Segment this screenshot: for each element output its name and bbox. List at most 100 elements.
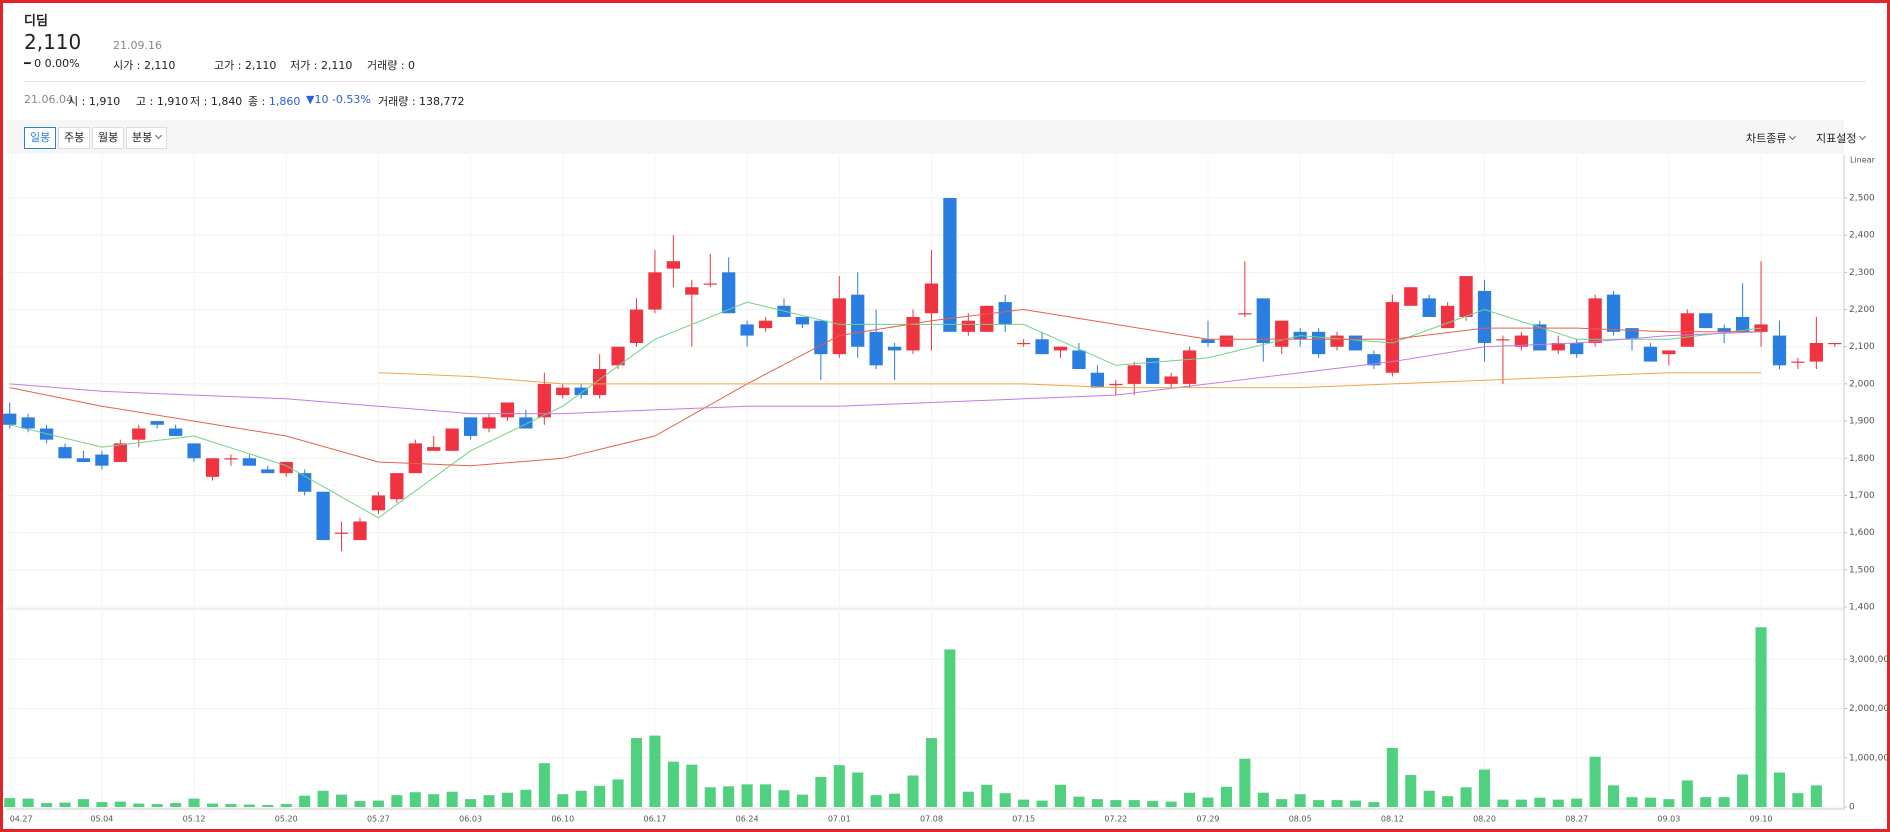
candle-body [168,428,183,436]
volume-bar [1737,774,1749,807]
volume-bar [501,792,513,807]
candle-body [1441,305,1455,329]
volume-bar [723,786,735,807]
candle-body [998,302,1012,325]
candle-body [1201,339,1215,343]
volume-bar [833,765,845,807]
volume-bar [1054,784,1067,807]
x-tick-label: 09.03 [1657,815,1680,824]
period-month[interactable]: 월봉 [92,127,125,149]
candle-body [1164,376,1178,384]
volume-bar [299,795,311,807]
x-tick-label: 07.15 [1012,815,1035,824]
period-week[interactable]: 주봉 [58,127,91,149]
candle-body [758,320,773,329]
period-minute[interactable]: 분봉 [126,127,168,149]
volume-bar [1257,792,1269,807]
volume-bar [41,803,53,807]
y-tick-label: 2,500 [1849,193,1875,203]
candle-body [1459,276,1473,317]
x-tick-label: 08.12 [1381,815,1404,824]
volume-tick-label: 2,000,000 [1849,704,1890,714]
y-tick-label: 1,900 [1849,417,1875,427]
volume-bar [1423,790,1435,807]
candle-body [1791,361,1805,363]
volume-bar [962,791,974,807]
y-tick-label: 2,100 [1849,342,1875,352]
candle-body [924,283,939,314]
x-tick-label: 07.29 [1197,815,1220,824]
candle-body [980,305,994,332]
volume-bar [243,804,255,807]
candle-body [1680,313,1694,347]
candle-body [353,521,367,541]
candle-body [427,447,441,451]
candle-body [1551,342,1565,351]
chart-type[interactable]: 차트종류 [1746,130,1795,146]
info-low: 저 : 1,840 [190,95,243,108]
volume-bar [446,791,458,807]
volume-bar [907,775,919,807]
volume-bar [59,802,71,807]
candle-body [1735,316,1750,332]
volume-bar [1313,800,1325,807]
candle-body [814,320,828,355]
volume-bar [870,795,882,807]
x-tick-label: 08.20 [1473,815,1496,824]
candle-body [906,316,920,351]
volume-bar [1386,747,1398,807]
volume-bar [428,794,440,807]
candle-body [187,443,201,459]
y-tick-label: 2,400 [1849,231,1875,241]
volume-bar [741,784,753,807]
volume-bar [686,764,698,807]
volume-bar [520,789,532,807]
x-tick-label: 06.10 [551,815,574,824]
period-day[interactable]: 일봉 [24,127,57,149]
candle-body [1109,383,1123,386]
volume-bar [317,790,329,807]
candle-body [574,387,588,396]
volume-bar [649,735,661,807]
volume-bar [336,794,348,807]
candle-body [1717,328,1731,332]
candle-body [1275,320,1289,347]
volume-bar [1128,800,1140,807]
volume-bar [1515,799,1527,807]
volume-tick-label: 3,000,000 [1849,655,1890,665]
candle-body [279,461,293,474]
volume-bar [1663,799,1675,807]
high: 고가 : 2,110 [214,59,277,72]
volume-bar [1626,797,1638,807]
candle-body [887,346,902,351]
candle-body [95,454,109,466]
candle-body [1422,298,1436,317]
candle-body [76,458,91,462]
candle-body [1643,346,1658,362]
info-close: 종 : 1,860 [248,93,300,109]
candle-body [224,458,238,460]
candle-body [1238,313,1252,315]
volume: 거래량 : 0 [367,59,416,72]
volume-bar [188,798,200,807]
volume-bar [1110,800,1122,807]
volume-bar [1239,758,1251,807]
volume-bar [1018,799,1030,807]
candle-body [1017,342,1031,345]
info-change: ▼10 -0.53% [306,93,371,106]
candle-body [1367,354,1381,366]
volume-bar [1700,797,1712,807]
candle-body [500,402,515,418]
x-tick-label: 06.17 [643,815,666,824]
volume-bar [4,798,16,807]
volume-bar [1552,799,1564,807]
candle-body [722,272,736,314]
candle-body [445,428,459,451]
volume-bar [1073,796,1085,807]
volume-bar [280,804,292,807]
info-close-value: 1,860 [268,95,301,108]
candle-body [1828,342,1842,345]
indicators[interactable]: 지표설정 [1816,130,1865,146]
info-volume: 거래량 : 138,772 [378,95,465,108]
volume-bar [1478,769,1491,807]
